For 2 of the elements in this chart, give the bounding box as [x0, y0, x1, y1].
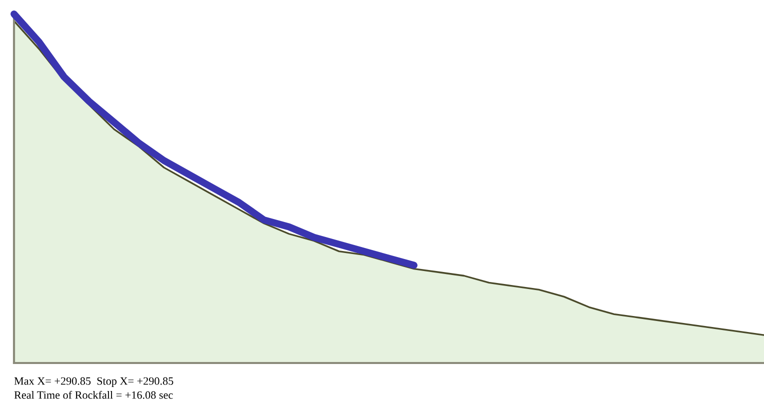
text: Max X= +290.85 Stop X= +290.85 [14, 377, 174, 388]
text: Real Time of Rockfall = +16.08 sec [14, 390, 173, 399]
